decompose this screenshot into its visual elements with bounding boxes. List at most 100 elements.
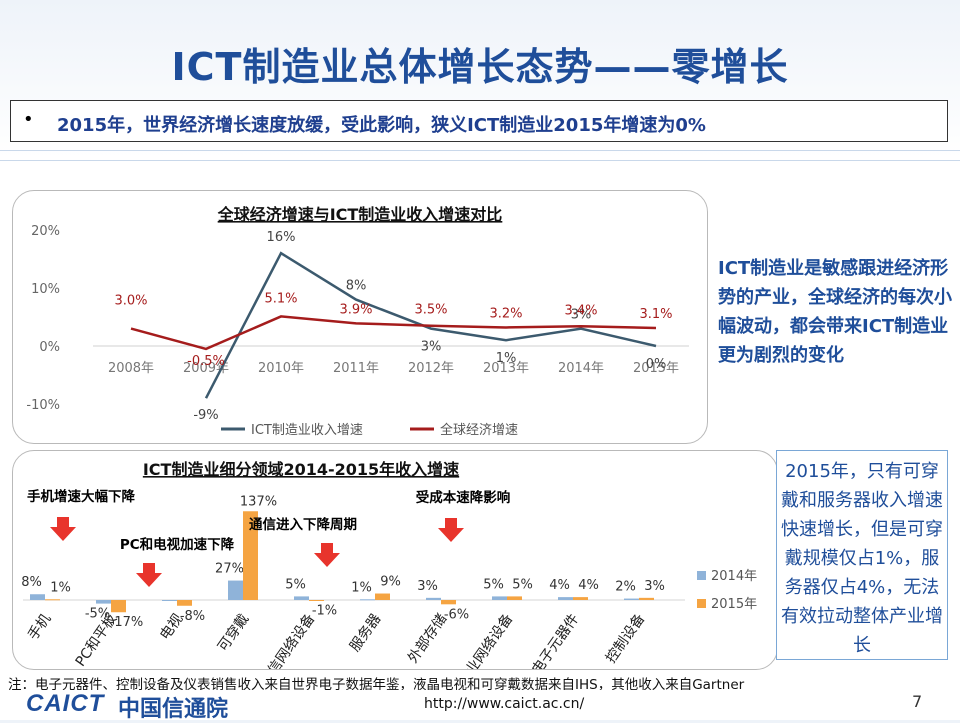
bar-data-label: -1% (312, 604, 337, 619)
side-note-ict-sensitivity: ICT制造业是敏感跟进经济形势的产业，全球经济的每次小幅波动，都会带来ICT制造… (718, 258, 952, 366)
ict-data-label: 3% (571, 308, 592, 323)
footer-bar (0, 690, 960, 720)
bar-category-label: 控制设备 (602, 611, 648, 667)
bar-annotation: 手机增速大幅下降 (27, 488, 135, 505)
bar-data-label: -17% (110, 615, 144, 630)
summary-bullet-box: • 2015年，世界经济增长速度放缓，受此影响，狭义ICT制造业2015年增速为… (10, 100, 948, 142)
decor-line (0, 160, 960, 161)
bar-category-label: 外部存储 (405, 611, 450, 666)
down-arrow-icon (136, 563, 162, 587)
x-tick-label: 2011年 (333, 361, 379, 376)
global-data-label: 5.1% (264, 291, 297, 306)
bar-2015 (375, 593, 390, 600)
ict-data-label: 16% (267, 230, 296, 245)
caict-logo: CAICT (26, 690, 105, 717)
ict-data-label: 3% (421, 340, 442, 355)
bar-data-label: 2% (615, 580, 636, 595)
bar-data-label: 5% (512, 577, 533, 592)
bar-2015 (639, 597, 654, 600)
global-data-label: 3.2% (489, 306, 522, 321)
ict-data-label: 8% (346, 279, 367, 294)
bar-2015 (177, 600, 192, 606)
page-number: 7 (912, 692, 923, 711)
caict-logo-cn: 中国信通院 (118, 697, 229, 722)
bar-data-label: 137% (240, 494, 277, 509)
bar-data-label: -6% (444, 607, 469, 622)
x-tick-label: 2008年 (108, 361, 154, 376)
ict-data-label: 1% (496, 351, 517, 366)
bar-data-label: 1% (351, 580, 372, 595)
bar-2014 (558, 597, 573, 600)
bar-data-label: -5% (85, 607, 110, 622)
bar-data-label: 3% (644, 579, 665, 594)
summary-bullet-text: 2015年，世界经济增长速度放缓，受此影响，狭义ICT制造业2015年增速为0% (57, 115, 706, 136)
global-data-label: 3.0% (114, 294, 147, 309)
bar-2014 (492, 596, 507, 600)
global-data-label: -0.5% (187, 354, 225, 369)
x-tick-label: 2015年 (633, 361, 679, 376)
bullet-dot-icon: • (23, 109, 34, 130)
legend-2014-swatch (697, 571, 706, 580)
legend-2015-swatch (697, 599, 706, 608)
bar-2015 (441, 600, 456, 605)
footnote: 注：电子元器件、控制设备及仪表销售收入来自世界电子数据年鉴，液晶电视和可穿戴数据… (8, 677, 745, 693)
line-chart: 全球经济增速与ICT制造业收入增速对比 20% 10% 0% -10% 2008年 2009… (26, 205, 689, 438)
bar-2015 (309, 600, 324, 601)
x-tick-label: 2014年 (558, 361, 604, 376)
bar-2015 (573, 597, 588, 600)
x-tick-label: 2013年 (483, 361, 529, 376)
bar-2014 (294, 596, 309, 600)
bar-data-label: 27% (215, 562, 244, 577)
side-note-box: 2015年，只有可穿戴和服务器收入增速快速增长，但是可穿戴规模仅占1%，服务器仅… (776, 450, 948, 660)
ict-data-label: -9% (193, 408, 218, 423)
bar-2014 (228, 580, 243, 600)
bar-2015 (243, 511, 258, 600)
bar-2014 (360, 599, 375, 601)
slide-title: ICT制造业总体增长态势——零增长 (171, 45, 789, 89)
global-data-label: 3.4% (564, 303, 597, 318)
bar-2014 (624, 598, 639, 600)
bar-chart-title: ICT制造业细分领域2014-2015年收入增速 (143, 460, 459, 479)
bar-category-label: 服务器 (347, 611, 384, 655)
ict-data-label: 0% (646, 357, 667, 372)
global-series-line (130, 315, 657, 351)
legend-2014-label: 2014年 (711, 569, 757, 584)
y-tick-label: 0% (39, 340, 60, 355)
global-data-label: 3.5% (414, 303, 447, 318)
bar-2015 (111, 600, 126, 613)
legend-2015-label: 2015年 (711, 597, 757, 612)
bar-2015 (507, 596, 522, 600)
x-tick-label: 2009年 (183, 361, 229, 376)
y-tick-label: 10% (31, 282, 60, 297)
legend-ict-label: ICT制造业收入增速 (251, 423, 363, 438)
bar-2014 (162, 600, 177, 601)
bar-chart: ICT制造业细分领域2014-2015年收入增速 8% -5% 27% 5% 1% 3% 5%… (21, 460, 757, 689)
side-note-wearable-server: 2015年，只有可穿戴和服务器收入增速快速增长，但是可穿戴规模仅占1%，服务器仅… (781, 461, 943, 656)
bar-data-label: 1% (50, 580, 71, 595)
down-arrow-icon (314, 543, 340, 567)
bar-category-label: 电子元器件 (529, 611, 582, 669)
bar-data-label: 5% (285, 577, 306, 592)
bar-annotation: 通信进入下降周期 (249, 516, 357, 533)
ict-series-line (204, 251, 657, 399)
bar-data-label: 4% (578, 578, 599, 593)
bar-data-label: 3% (417, 579, 438, 594)
footer-url[interactable]: http://www.caict.ac.cn/ (424, 696, 585, 712)
decor-line (0, 150, 960, 151)
bar-category-label: 手机 (25, 611, 54, 643)
down-arrow-icon (50, 517, 76, 541)
y-tick-label: -10% (26, 398, 60, 413)
global-data-label: 3.1% (639, 307, 672, 322)
bar-data-label: 5% (483, 577, 504, 592)
down-arrow-icon (438, 518, 464, 542)
x-tick-label: 2010年 (258, 361, 304, 376)
bar-annotation: 受成本速降影响 (416, 489, 511, 506)
y-tick-label: 20% (31, 224, 60, 239)
bar-2014 (96, 600, 111, 604)
bar-2014 (426, 597, 441, 600)
line-chart-title: 全球经济增速与ICT制造业收入增速对比 (217, 205, 503, 224)
bar-data-label: -8% (180, 609, 205, 624)
bar-category-label: 可穿戴 (215, 611, 252, 655)
bar-2014 (30, 594, 45, 600)
legend-global-label: 全球经济增速 (440, 422, 518, 438)
